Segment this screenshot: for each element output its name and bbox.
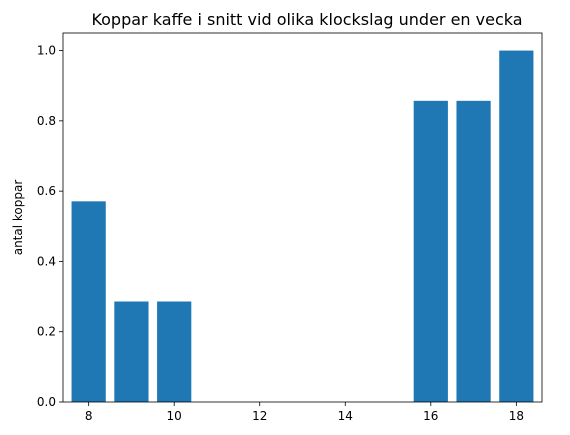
axes-group: 8 10 12 14 16 18 0.0 0.2 0.4 0.6 0.8 1.0 bbox=[37, 32, 543, 423]
y-tick-label: 0.8 bbox=[37, 114, 56, 128]
bar-16 bbox=[413, 100, 448, 402]
bar-17 bbox=[456, 100, 491, 402]
bar-10 bbox=[157, 301, 192, 402]
x-tick-label: 8 bbox=[85, 409, 93, 423]
y-tick-label: 0.0 bbox=[37, 395, 56, 409]
x-tick-label: 10 bbox=[167, 409, 182, 423]
y-tick-label: 1.0 bbox=[37, 44, 56, 58]
x-tick-label: 18 bbox=[509, 409, 524, 423]
bar-18 bbox=[499, 50, 534, 402]
y-tick-label: 0.4 bbox=[37, 254, 56, 268]
x-tick-label: 16 bbox=[423, 409, 438, 423]
chart-title: Koppar kaffe i snitt vid olika klockslag… bbox=[91, 10, 522, 29]
bar-8 bbox=[71, 201, 106, 402]
bars-group bbox=[71, 50, 534, 402]
y-axis-label: antal koppar bbox=[11, 180, 25, 256]
bar-9 bbox=[114, 301, 149, 402]
plot-frame bbox=[62, 32, 543, 403]
x-tick-label: 14 bbox=[338, 409, 353, 423]
x-tick-label: 12 bbox=[252, 409, 267, 423]
y-tick-label: 0.2 bbox=[37, 325, 56, 339]
y-tick-label: 0.6 bbox=[37, 184, 56, 198]
